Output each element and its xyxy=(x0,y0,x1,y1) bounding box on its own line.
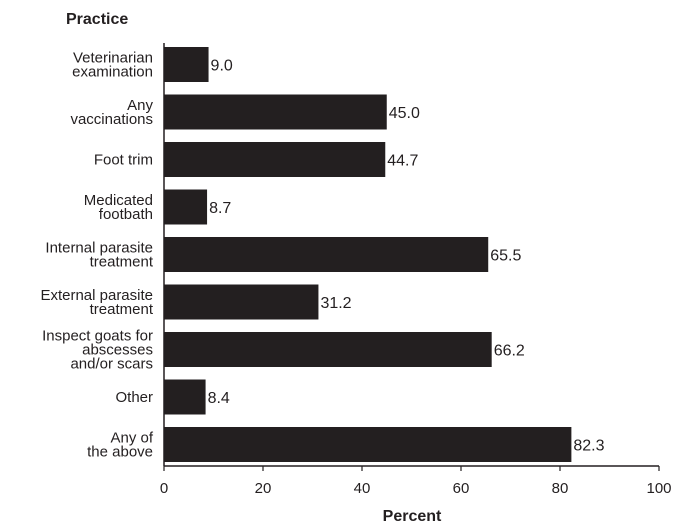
value-label-5: 31.2 xyxy=(320,295,351,312)
x-tick-label-1: 20 xyxy=(255,480,272,497)
category-label-1: Any vaccinations xyxy=(70,97,153,128)
y-axis-title: Practice xyxy=(66,11,128,28)
bar-2 xyxy=(164,142,386,177)
x-tick-label-4: 80 xyxy=(552,480,569,497)
category-label-2: Foot trim xyxy=(94,152,153,169)
x-tick-label-0: 0 xyxy=(160,480,168,497)
x-tick-label-3: 60 xyxy=(453,480,470,497)
value-label-1: 45.0 xyxy=(389,105,420,122)
bar-6 xyxy=(164,332,492,367)
axes-group: 0 20 40 60 80 100 xyxy=(160,43,672,497)
value-label-3: 8.7 xyxy=(209,200,231,217)
value-label-7: 8.4 xyxy=(208,390,230,407)
category-label-8: Any of the above xyxy=(87,430,154,461)
bar-7 xyxy=(164,379,206,415)
category-label-3: Medicated footbath xyxy=(84,192,153,223)
value-label-4: 65.5 xyxy=(490,248,521,265)
category-labels-group: Veterinarian examination Any vaccinations Fo… xyxy=(40,50,153,461)
category-label-5: External parasite treatment xyxy=(40,287,153,318)
bar-5 xyxy=(164,284,319,320)
x-tick-label-2: 40 xyxy=(354,480,371,497)
value-label-2: 44.7 xyxy=(387,153,418,170)
value-label-0: 9.0 xyxy=(211,58,233,75)
value-label-8: 82.3 xyxy=(573,438,604,455)
value-labels-group: 9.0 45.0 44.7 8.7 65.5 31.2 66.2 8.4 82.3 xyxy=(208,58,605,455)
bar-0 xyxy=(164,47,209,82)
bar-4 xyxy=(164,237,489,272)
category-label-6: Inspect goats for abscesses and/or scars xyxy=(42,328,153,373)
bar-3 xyxy=(164,189,208,225)
value-label-6: 66.2 xyxy=(494,343,525,360)
x-axis-title: Percent xyxy=(383,508,442,525)
category-label-4: Internal parasite treatment xyxy=(45,240,153,271)
x-tick-label-5: 100 xyxy=(646,480,671,497)
bar-8 xyxy=(164,427,572,462)
bars-group xyxy=(164,47,572,462)
bar-1 xyxy=(164,94,387,130)
category-label-7: Other xyxy=(115,389,153,406)
category-label-0: Veterinarian examination xyxy=(72,50,153,81)
